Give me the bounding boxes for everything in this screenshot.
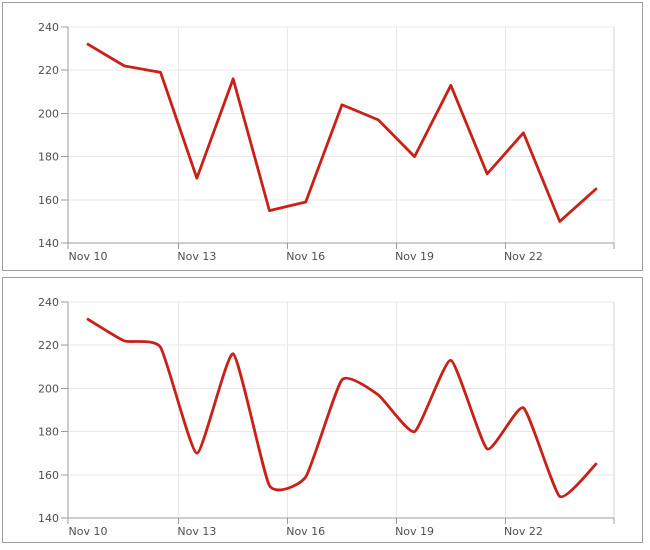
x-axis-label: Nov 13 (177, 525, 216, 538)
x-axis-label: Nov 19 (395, 525, 434, 538)
line-chart-panel: 240 220 200 180 160 140 Nov 10 Nov 13 Nov 16 Nov … (2, 2, 643, 271)
x-axis-label: Nov 19 (395, 250, 434, 263)
y-axis-label: 140 (38, 237, 59, 250)
series-line (86, 42, 598, 223)
y-axis-label: 200 (38, 382, 59, 395)
y-axis-label: 200 (38, 107, 59, 120)
series-line (86, 317, 598, 498)
spline-chart-panel: 240 220 200 180 160 140 Nov 10 Nov 13 Nov 16 Nov … (2, 277, 643, 543)
y-axis-label: 220 (38, 64, 59, 77)
x-axis-label: Nov 22 (504, 525, 543, 538)
y-axis-label: 240 (38, 21, 59, 34)
line-chart: 240 220 200 180 160 140 Nov 10 Nov 13 Nov 16 Nov … (38, 21, 615, 263)
y-axis-label: 140 (38, 512, 59, 525)
y-axis-label: 160 (38, 194, 59, 207)
x-axis-label: Nov 22 (504, 250, 543, 263)
x-axis-label: Nov 13 (177, 250, 216, 263)
x-axis-label: Nov 10 (69, 525, 108, 538)
x-axis-label: Nov 10 (69, 250, 108, 263)
y-axis-label: 180 (38, 426, 59, 439)
y-axis-label: 240 (38, 296, 59, 309)
x-axis-label: Nov 16 (286, 525, 325, 538)
y-axis-label: 220 (38, 339, 59, 352)
x-axis-label: Nov 16 (286, 250, 325, 263)
spline-chart: 240 220 200 180 160 140 Nov 10 Nov 13 Nov 16 Nov … (38, 296, 615, 538)
y-axis-label: 180 (38, 151, 59, 164)
y-axis-label: 160 (38, 469, 59, 482)
